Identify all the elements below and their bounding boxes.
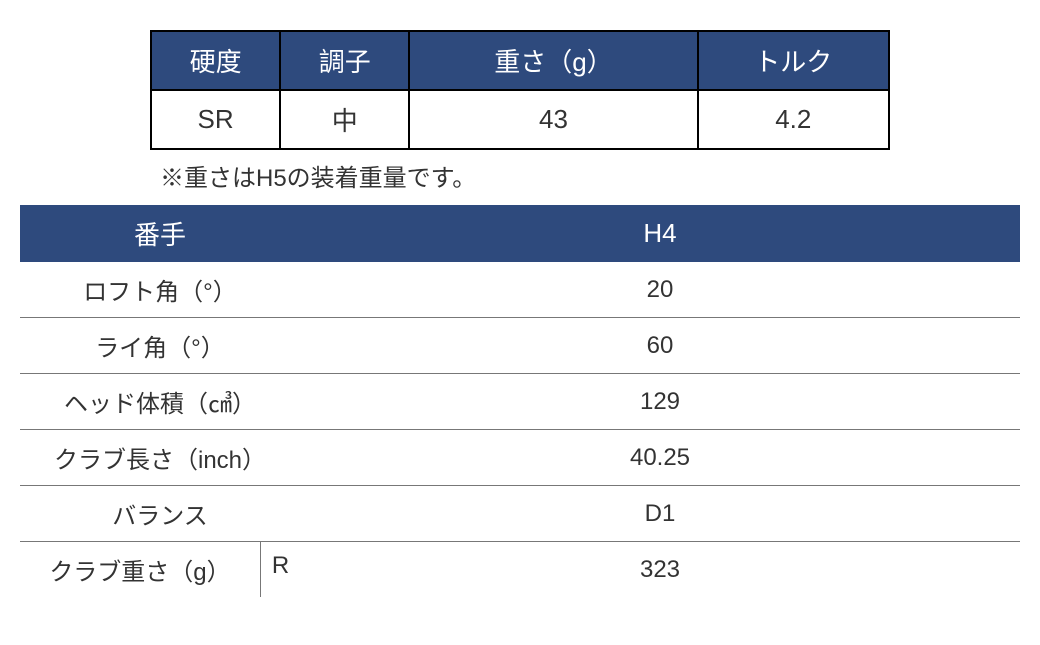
cell-hardness: SR xyxy=(151,90,280,149)
club-spec-body: ロフト角（°）20ライ角（°）60ヘッド体積（㎤）129クラブ長さ（inch）4… xyxy=(20,262,1020,597)
spec-value: 60 xyxy=(300,318,1020,374)
col-h4: H4 xyxy=(300,205,1020,262)
spec-label: ライ角（°） xyxy=(20,318,300,374)
spec-label: バランス xyxy=(20,486,300,542)
spec-label-main: クラブ重さ（g） xyxy=(20,542,260,597)
col-weight: 重さ（g） xyxy=(409,31,697,90)
spec-value: D1 xyxy=(300,486,1020,542)
club-spec-header-row: 番手 H4 xyxy=(20,205,1020,262)
weight-note: ※重さはH5の装着重量です。 xyxy=(150,158,890,193)
spec-value: 40.25 xyxy=(300,430,1020,486)
club-spec-row: ライ角（°）60 xyxy=(20,318,1020,374)
spec-value: 323 xyxy=(300,542,1020,598)
cell-weight: 43 xyxy=(409,90,697,149)
club-spec-row: バランスD1 xyxy=(20,486,1020,542)
spec-value: 20 xyxy=(300,262,1020,318)
col-hardness: 硬度 xyxy=(151,31,280,90)
spec-value: 129 xyxy=(300,374,1020,430)
col-kickpoint: 調子 xyxy=(280,31,409,90)
club-spec-table: 番手 H4 ロフト角（°）20ライ角（°）60ヘッド体積（㎤）129クラブ長さ（… xyxy=(20,205,1020,597)
cell-kickpoint: 中 xyxy=(280,90,409,149)
spec-label-sub: R xyxy=(260,542,300,597)
shaft-spec-header-row: 硬度 調子 重さ（g） トルク xyxy=(151,31,889,90)
club-spec-row: クラブ重さ（g）R323 xyxy=(20,542,1020,598)
col-number: 番手 xyxy=(20,205,300,262)
spec-label: クラブ長さ（inch） xyxy=(20,430,300,486)
page-container: 硬度 調子 重さ（g） トルク SR 中 43 4.2 ※重さはH5の装着重量で… xyxy=(20,30,1020,597)
club-spec-row: ロフト角（°）20 xyxy=(20,262,1020,318)
shaft-spec-row: SR 中 43 4.2 xyxy=(151,90,889,149)
club-spec-row: クラブ長さ（inch）40.25 xyxy=(20,430,1020,486)
club-spec-row: ヘッド体積（㎤）129 xyxy=(20,374,1020,430)
spec-label: ヘッド体積（㎤） xyxy=(20,374,300,430)
spec-label: クラブ重さ（g）R xyxy=(20,542,300,598)
shaft-spec-table: 硬度 調子 重さ（g） トルク SR 中 43 4.2 xyxy=(150,30,890,150)
cell-torque: 4.2 xyxy=(698,90,889,149)
spec-label: ロフト角（°） xyxy=(20,262,300,318)
col-torque: トルク xyxy=(698,31,889,90)
